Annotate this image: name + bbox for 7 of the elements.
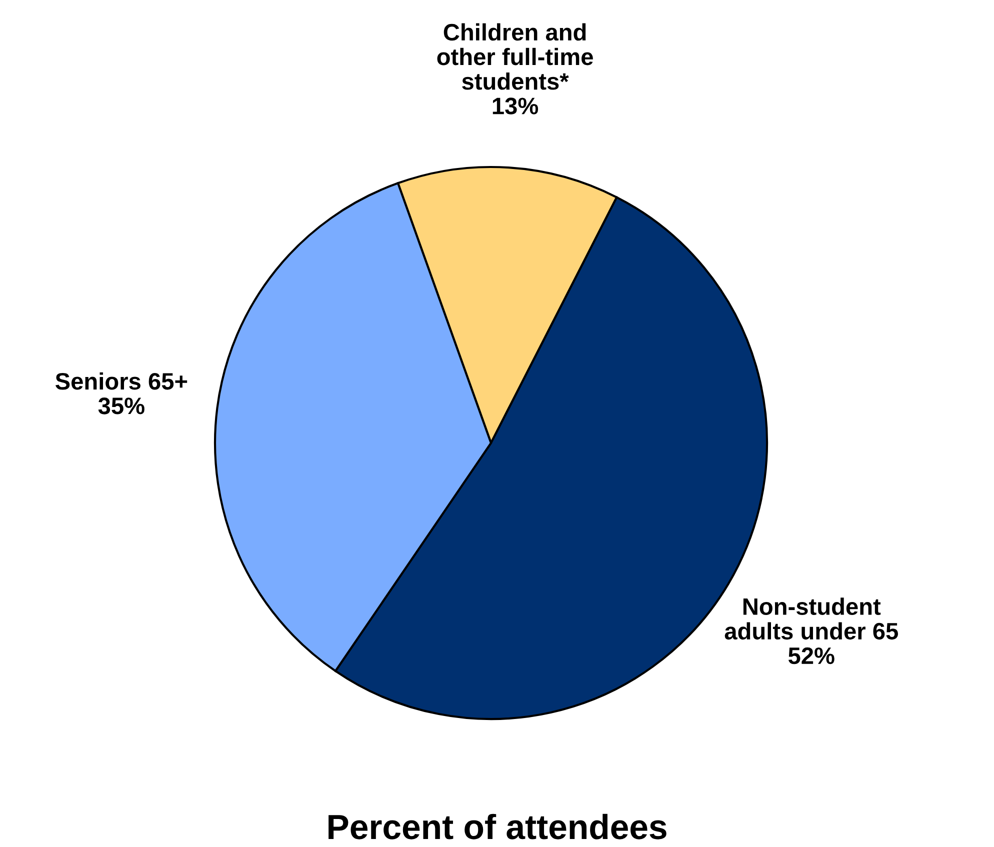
data-label: 13% [492, 98, 538, 114]
data-label: 35% [98, 398, 144, 414]
slice-label: Children and other full-time students* [437, 23, 593, 90]
data-label: 52% [788, 647, 834, 664]
text: Percent of attendees [328, 814, 666, 840]
slice-label: Seniors 65+ [55, 372, 188, 390]
slice-label: Non-student adults under 65 [724, 598, 898, 640]
